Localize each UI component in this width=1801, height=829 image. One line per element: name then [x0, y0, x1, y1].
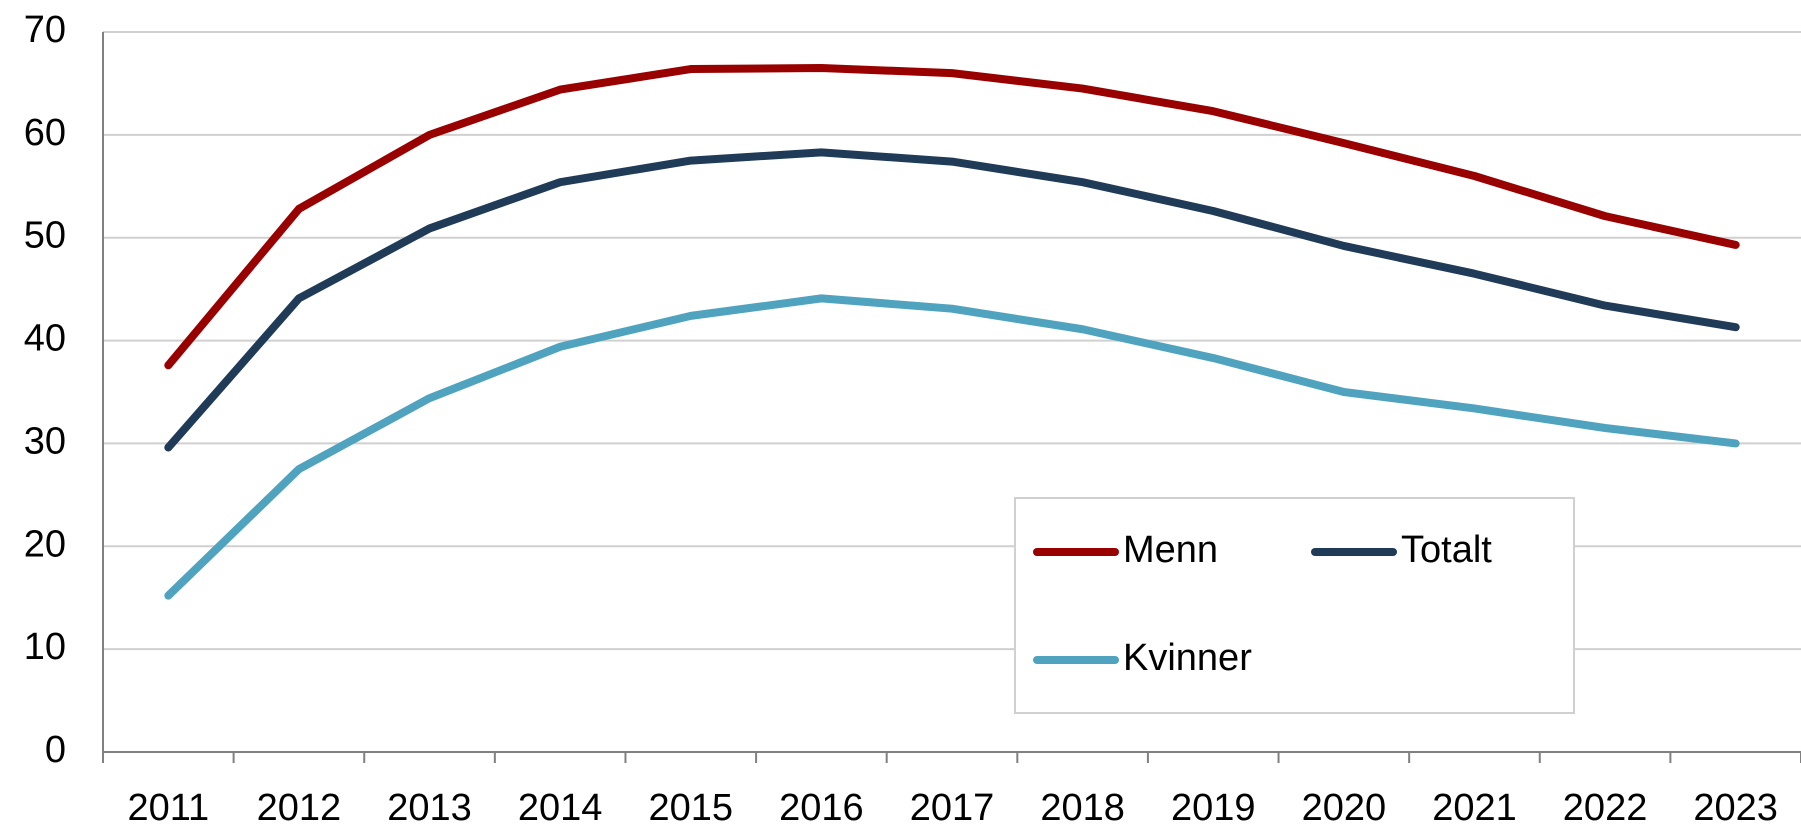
y-tick-label: 30: [24, 420, 66, 462]
legend-label: Totalt: [1401, 529, 1492, 571]
x-tick-label: 2012: [257, 787, 342, 829]
legend-label: Menn: [1123, 529, 1218, 571]
x-tick-label: 2013: [387, 787, 472, 829]
y-tick-label: 20: [24, 523, 66, 565]
y-tick-label: 0: [45, 729, 66, 771]
x-tick-label: 2021: [1432, 787, 1517, 829]
x-tick-label: 2011: [127, 787, 209, 829]
x-tick-label: 2014: [518, 787, 603, 829]
x-tick-label: 2020: [1302, 787, 1387, 829]
series-line: [164, 294, 1740, 600]
x-tick-label: 2017: [910, 787, 995, 829]
series-line: [164, 64, 1740, 370]
y-tick-label: 50: [24, 215, 66, 257]
x-tick-label: 2023: [1693, 787, 1778, 829]
x-tick-label: 2022: [1563, 787, 1648, 829]
x-tick-label: 2018: [1040, 787, 1125, 829]
y-tick-label: 10: [24, 626, 66, 668]
legend-label: Kvinner: [1123, 637, 1252, 679]
legend-box: [1014, 497, 1575, 714]
y-tick-label: 70: [24, 9, 66, 51]
x-tick-label: 2019: [1171, 787, 1256, 829]
y-tick-label: 40: [24, 318, 66, 360]
x-tick-label: 2015: [648, 787, 733, 829]
x-tick-label: 2016: [779, 787, 864, 829]
series-line: [164, 148, 1740, 452]
y-tick-label: 60: [24, 112, 66, 154]
